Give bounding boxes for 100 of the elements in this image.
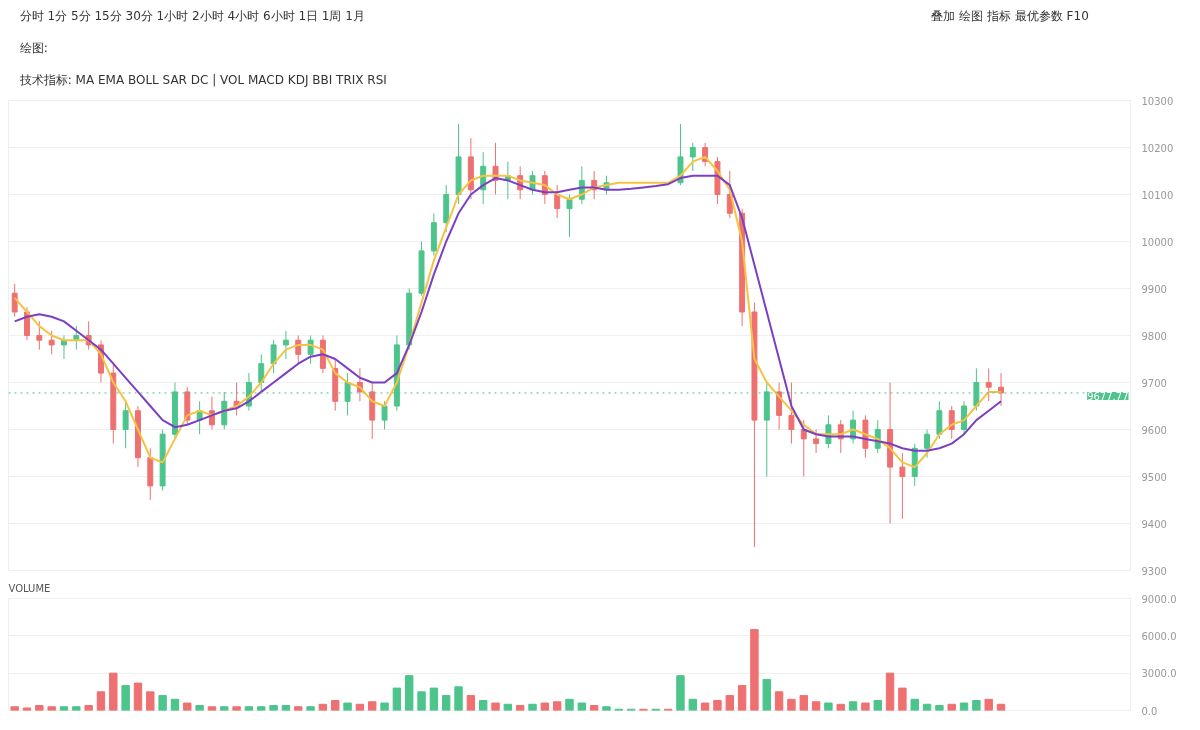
bar bbox=[725, 695, 734, 711]
bar bbox=[799, 695, 808, 711]
candlestick bbox=[307, 335, 314, 365]
bar bbox=[750, 629, 759, 711]
bar bbox=[873, 700, 882, 711]
bar bbox=[577, 702, 587, 711]
bar bbox=[257, 706, 266, 711]
y-tick-label: 6000.0 bbox=[1141, 630, 1177, 642]
bar bbox=[811, 701, 821, 711]
bar bbox=[331, 700, 340, 711]
bar bbox=[35, 705, 44, 711]
bar bbox=[589, 705, 599, 711]
bar bbox=[602, 706, 611, 711]
chart-title: VOLUME bbox=[8, 582, 51, 594]
candlestick bbox=[813, 429, 820, 454]
bar bbox=[861, 702, 870, 711]
bar bbox=[478, 700, 488, 711]
candlestick bbox=[936, 400, 943, 440]
bar bbox=[232, 706, 241, 711]
bar bbox=[700, 702, 710, 711]
bar bbox=[787, 698, 796, 711]
candlestick bbox=[689, 142, 696, 172]
candlestick bbox=[282, 330, 289, 360]
bar bbox=[910, 698, 919, 711]
bar bbox=[824, 702, 833, 711]
bar bbox=[959, 702, 969, 711]
bar bbox=[540, 702, 550, 711]
bar bbox=[491, 702, 500, 711]
bar bbox=[207, 706, 217, 711]
bar bbox=[220, 706, 229, 711]
candlestick bbox=[554, 184, 561, 219]
bar bbox=[269, 705, 278, 711]
bar bbox=[10, 706, 19, 711]
bar bbox=[898, 687, 907, 711]
candlestick bbox=[985, 367, 992, 402]
bar bbox=[195, 705, 204, 711]
bar bbox=[848, 701, 858, 711]
bar bbox=[515, 705, 525, 711]
y-tick-label: 9300 bbox=[1141, 565, 1167, 577]
text: 绘图: bbox=[19, 41, 48, 55]
bar bbox=[417, 691, 426, 711]
bar bbox=[158, 695, 167, 711]
bar bbox=[146, 691, 155, 711]
bar bbox=[676, 675, 685, 711]
bar bbox=[836, 703, 845, 711]
text: 叠加 绘图 指标 最优参数 F10 bbox=[931, 9, 1089, 24]
bar bbox=[454, 686, 463, 711]
bar bbox=[368, 701, 377, 711]
bar bbox=[688, 698, 697, 711]
bar bbox=[935, 705, 944, 711]
ref-line-label: 9677.77 bbox=[1087, 390, 1129, 402]
text: 分时 1分 5分 15分 30分 1小时 2小时 4小时 6小时 1日 1周 1月 bbox=[19, 9, 365, 24]
bar bbox=[72, 706, 81, 711]
candlestick bbox=[11, 283, 18, 318]
bar bbox=[170, 698, 180, 711]
y-tick-label: 0.0 bbox=[1141, 705, 1158, 717]
bar bbox=[294, 706, 303, 711]
bar bbox=[466, 695, 476, 711]
bar bbox=[972, 700, 981, 711]
y-tick-label: 9400 bbox=[1141, 518, 1167, 530]
bar bbox=[343, 702, 352, 711]
bar bbox=[984, 698, 993, 711]
y-tick-label: 9500 bbox=[1141, 471, 1167, 483]
bar bbox=[528, 703, 537, 711]
bar bbox=[774, 691, 784, 711]
y-tick-label: 9700 bbox=[1141, 377, 1167, 389]
bar bbox=[306, 706, 315, 711]
candlestick bbox=[788, 382, 795, 445]
bar bbox=[442, 695, 451, 711]
bar bbox=[133, 682, 143, 711]
bar bbox=[47, 706, 56, 711]
bar bbox=[183, 702, 192, 711]
candlestick bbox=[800, 419, 807, 477]
bar bbox=[392, 687, 402, 711]
bar bbox=[762, 678, 771, 711]
bar bbox=[885, 672, 895, 711]
candlestick bbox=[961, 400, 968, 435]
bar bbox=[405, 675, 414, 711]
text: 技术指标: MA EMA BOLL SAR DC | VOL MACD KDJ BBI TRIX RSI bbox=[18, 72, 387, 87]
bar bbox=[713, 700, 722, 711]
candlestick bbox=[381, 400, 388, 430]
y-tick-label: 10300 bbox=[1141, 95, 1174, 107]
bar bbox=[552, 701, 562, 711]
bar bbox=[121, 685, 130, 711]
candlestick bbox=[48, 330, 55, 355]
bar bbox=[59, 706, 69, 711]
y-tick-label: 10000 bbox=[1141, 236, 1174, 248]
y-tick-label: 10200 bbox=[1141, 142, 1174, 154]
candlestick bbox=[566, 194, 573, 238]
bar bbox=[109, 672, 118, 711]
bar bbox=[380, 702, 389, 711]
candlestick bbox=[924, 429, 931, 459]
candlestick bbox=[899, 452, 906, 520]
bar bbox=[96, 691, 106, 711]
candlestick bbox=[270, 339, 277, 374]
y-tick-label: 9600 bbox=[1141, 424, 1167, 436]
y-tick-label: 9000.0 bbox=[1141, 593, 1177, 605]
candlestick bbox=[258, 353, 265, 393]
y-tick-label: 3000.0 bbox=[1141, 668, 1177, 680]
candlestick bbox=[61, 335, 67, 360]
